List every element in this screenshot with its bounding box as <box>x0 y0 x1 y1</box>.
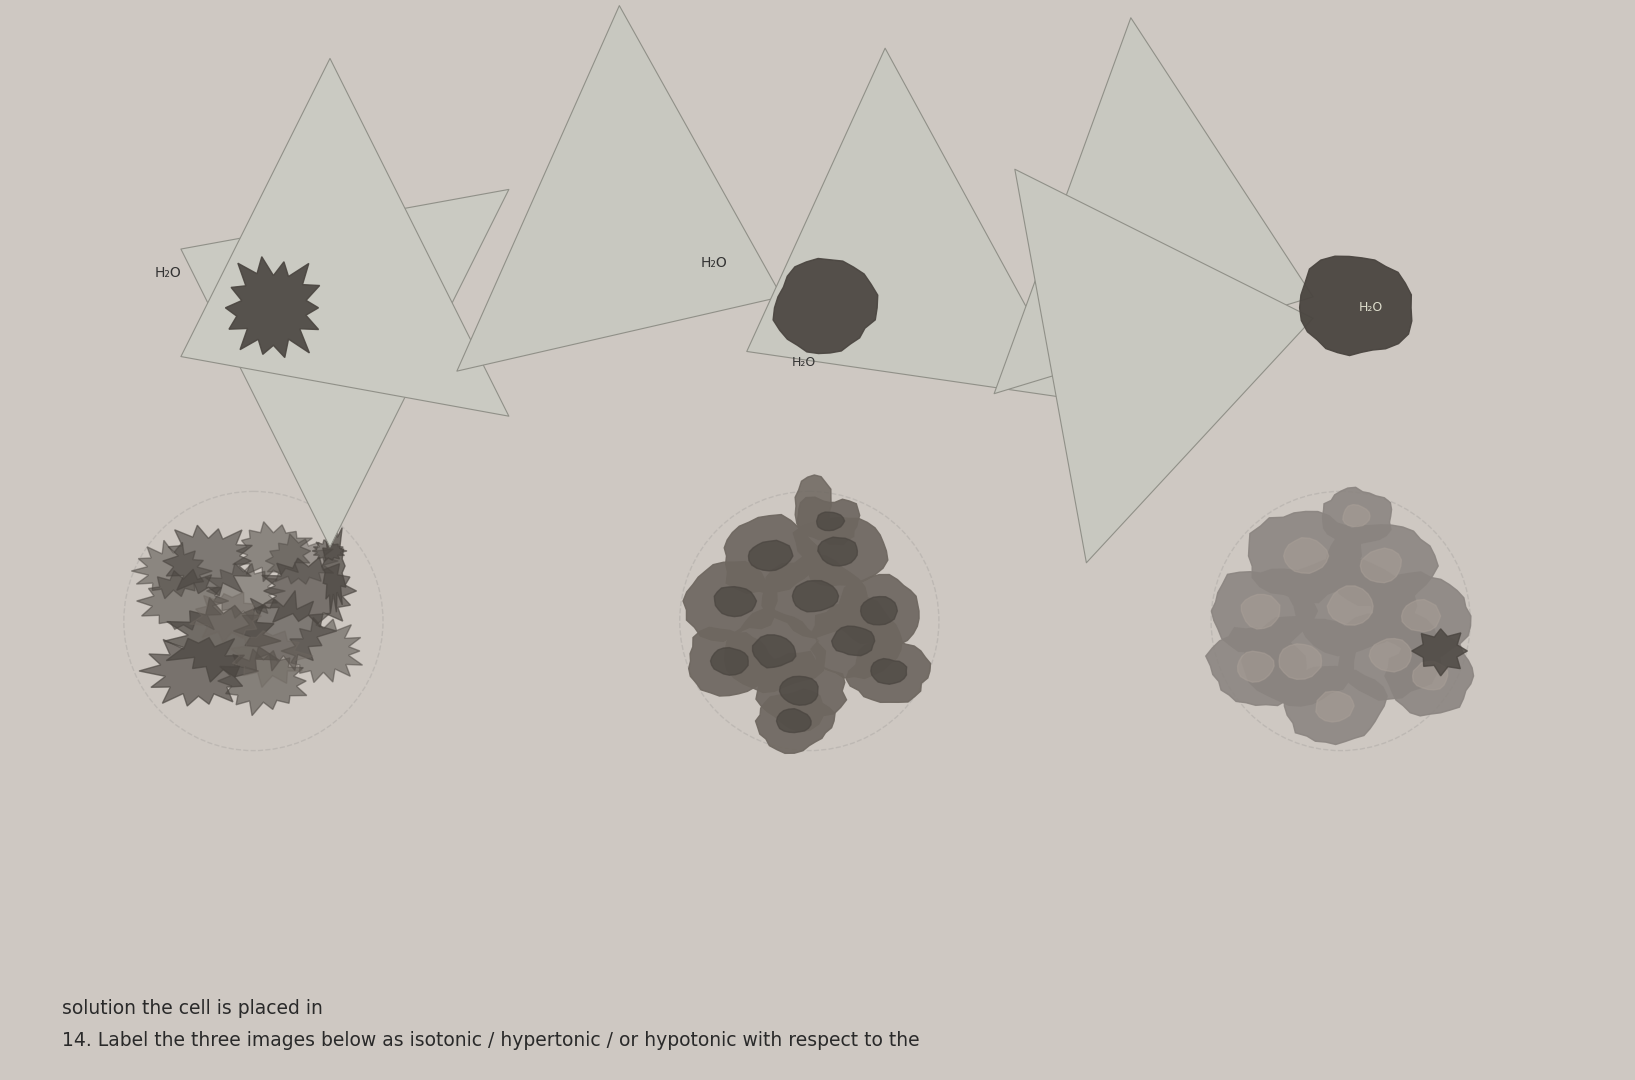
Polygon shape <box>818 537 857 566</box>
Polygon shape <box>234 591 337 671</box>
Polygon shape <box>265 534 338 584</box>
Polygon shape <box>811 597 903 678</box>
Polygon shape <box>1360 548 1401 583</box>
Polygon shape <box>1283 538 1329 573</box>
Polygon shape <box>683 562 777 642</box>
Polygon shape <box>847 637 930 702</box>
Polygon shape <box>832 626 875 656</box>
Polygon shape <box>258 557 356 627</box>
Polygon shape <box>711 648 749 675</box>
Text: H₂O: H₂O <box>793 356 816 369</box>
Polygon shape <box>1241 594 1280 629</box>
Polygon shape <box>1342 504 1370 527</box>
Polygon shape <box>165 597 281 683</box>
Polygon shape <box>798 497 860 544</box>
Polygon shape <box>773 258 878 353</box>
Polygon shape <box>322 522 347 613</box>
Polygon shape <box>724 609 826 692</box>
Text: H₂O: H₂O <box>155 266 181 280</box>
Polygon shape <box>1300 256 1413 355</box>
Polygon shape <box>755 689 835 754</box>
Polygon shape <box>752 635 796 667</box>
Polygon shape <box>226 257 320 357</box>
Polygon shape <box>793 517 888 586</box>
Polygon shape <box>1238 651 1274 683</box>
Polygon shape <box>795 475 831 534</box>
Polygon shape <box>1287 557 1416 656</box>
Polygon shape <box>281 618 363 683</box>
Polygon shape <box>1372 572 1472 660</box>
Polygon shape <box>1411 629 1467 676</box>
Polygon shape <box>793 581 839 612</box>
Polygon shape <box>816 512 845 530</box>
Polygon shape <box>131 540 213 598</box>
Polygon shape <box>724 514 821 594</box>
Polygon shape <box>1285 666 1386 744</box>
Polygon shape <box>871 659 907 685</box>
Text: solution the cell is placed in: solution the cell is placed in <box>62 999 324 1018</box>
Polygon shape <box>780 676 818 705</box>
Polygon shape <box>688 627 775 696</box>
Polygon shape <box>1328 586 1373 625</box>
Polygon shape <box>714 586 757 617</box>
Polygon shape <box>1413 662 1447 690</box>
Polygon shape <box>190 592 262 643</box>
Text: H₂O: H₂O <box>701 256 728 270</box>
Text: 14. Label the three images below as isotonic / hypertonic / or hypotonic with re: 14. Label the three images below as isot… <box>62 1031 921 1051</box>
Text: H₂O: H₂O <box>1359 301 1383 314</box>
Polygon shape <box>1249 512 1362 603</box>
Polygon shape <box>762 555 867 638</box>
Polygon shape <box>231 631 312 687</box>
Polygon shape <box>217 649 307 716</box>
Polygon shape <box>1339 613 1442 700</box>
Polygon shape <box>860 596 898 625</box>
Polygon shape <box>777 708 811 732</box>
Polygon shape <box>164 525 252 596</box>
Polygon shape <box>1401 599 1440 632</box>
Polygon shape <box>232 522 312 582</box>
Polygon shape <box>755 651 847 731</box>
Polygon shape <box>312 540 347 562</box>
Polygon shape <box>1326 525 1439 609</box>
Polygon shape <box>1323 487 1391 544</box>
Polygon shape <box>1212 569 1318 657</box>
Polygon shape <box>1279 644 1321 679</box>
Polygon shape <box>1205 627 1306 705</box>
Polygon shape <box>206 563 286 621</box>
Polygon shape <box>1385 633 1473 716</box>
Polygon shape <box>1243 617 1357 706</box>
Polygon shape <box>139 637 258 706</box>
Polygon shape <box>1316 691 1354 723</box>
Polygon shape <box>835 575 919 645</box>
Polygon shape <box>137 569 229 630</box>
Polygon shape <box>749 540 793 571</box>
Polygon shape <box>1368 638 1411 672</box>
